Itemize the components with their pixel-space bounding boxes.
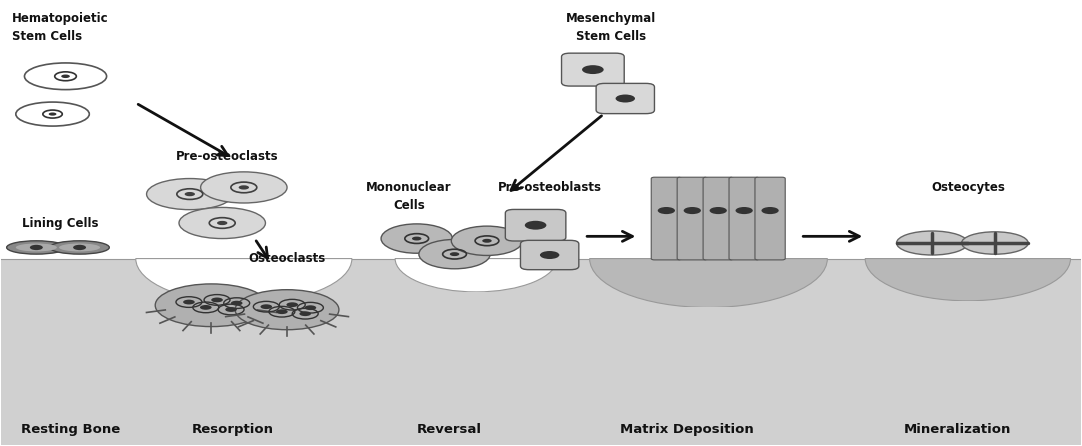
Circle shape — [736, 207, 753, 214]
Circle shape — [412, 237, 422, 240]
Circle shape — [225, 307, 237, 312]
Circle shape — [710, 207, 727, 214]
Circle shape — [287, 302, 298, 307]
Ellipse shape — [60, 244, 101, 252]
Ellipse shape — [419, 240, 490, 269]
FancyBboxPatch shape — [596, 83, 655, 114]
Circle shape — [276, 309, 288, 314]
FancyBboxPatch shape — [729, 177, 760, 260]
Text: Stem Cells: Stem Cells — [577, 29, 646, 43]
Circle shape — [217, 221, 227, 225]
Circle shape — [582, 65, 604, 74]
Circle shape — [49, 112, 56, 116]
Circle shape — [230, 301, 242, 306]
FancyBboxPatch shape — [505, 210, 566, 241]
Bar — [135, 303, 352, 445]
Ellipse shape — [451, 226, 523, 256]
FancyBboxPatch shape — [651, 177, 682, 260]
Text: Mesenchymal: Mesenchymal — [566, 12, 657, 25]
Circle shape — [684, 207, 701, 214]
Ellipse shape — [50, 241, 109, 254]
Text: Osteoclasts: Osteoclasts — [249, 252, 326, 265]
Ellipse shape — [381, 224, 452, 253]
Ellipse shape — [179, 207, 265, 239]
Ellipse shape — [897, 231, 967, 255]
Bar — [395, 292, 557, 445]
Ellipse shape — [16, 102, 90, 126]
Bar — [590, 307, 828, 445]
Text: Resorption: Resorption — [192, 423, 274, 437]
Wedge shape — [590, 259, 828, 307]
Wedge shape — [395, 259, 557, 292]
Text: Mononuclear: Mononuclear — [367, 181, 452, 194]
Circle shape — [183, 300, 195, 305]
FancyBboxPatch shape — [703, 177, 734, 260]
Ellipse shape — [962, 232, 1028, 254]
Circle shape — [185, 192, 195, 196]
FancyBboxPatch shape — [520, 240, 579, 270]
Circle shape — [525, 221, 546, 230]
Ellipse shape — [235, 290, 339, 330]
Text: Resting Bone: Resting Bone — [22, 423, 120, 437]
FancyBboxPatch shape — [677, 177, 708, 260]
Text: Mineralization: Mineralization — [903, 423, 1011, 437]
Ellipse shape — [155, 284, 267, 326]
Circle shape — [200, 305, 212, 310]
Ellipse shape — [200, 172, 287, 203]
Circle shape — [450, 252, 459, 256]
Text: Pre-osteoclasts: Pre-osteoclasts — [176, 150, 279, 163]
Circle shape — [658, 207, 675, 214]
Circle shape — [239, 185, 249, 190]
Circle shape — [62, 74, 70, 78]
Circle shape — [74, 245, 87, 250]
Text: Cells: Cells — [393, 199, 425, 212]
Text: Matrix Deposition: Matrix Deposition — [620, 423, 754, 437]
FancyBboxPatch shape — [562, 53, 624, 86]
Text: Osteocytes: Osteocytes — [931, 181, 1005, 194]
Circle shape — [261, 304, 273, 309]
Text: Stem Cells: Stem Cells — [12, 29, 81, 43]
Bar — [1, 1, 1081, 259]
Bar — [1, 259, 1081, 445]
Circle shape — [762, 207, 779, 214]
Circle shape — [540, 251, 559, 259]
Ellipse shape — [6, 241, 66, 254]
Circle shape — [304, 306, 316, 310]
Circle shape — [616, 95, 635, 103]
Text: Reversal: Reversal — [417, 423, 481, 437]
Ellipse shape — [146, 178, 233, 210]
Bar — [866, 301, 1070, 445]
Text: Pre-osteoblasts: Pre-osteoblasts — [498, 181, 602, 194]
Circle shape — [30, 245, 43, 250]
FancyBboxPatch shape — [755, 177, 786, 260]
Ellipse shape — [25, 63, 107, 90]
Text: Hematopoietic: Hematopoietic — [12, 12, 108, 25]
Circle shape — [211, 297, 223, 302]
Ellipse shape — [16, 244, 57, 252]
Wedge shape — [866, 259, 1070, 301]
Text: Lining Cells: Lining Cells — [22, 217, 98, 230]
Text: Osteoblasts: Osteoblasts — [687, 181, 766, 194]
Circle shape — [300, 311, 311, 316]
Circle shape — [483, 239, 491, 243]
Wedge shape — [135, 259, 352, 303]
